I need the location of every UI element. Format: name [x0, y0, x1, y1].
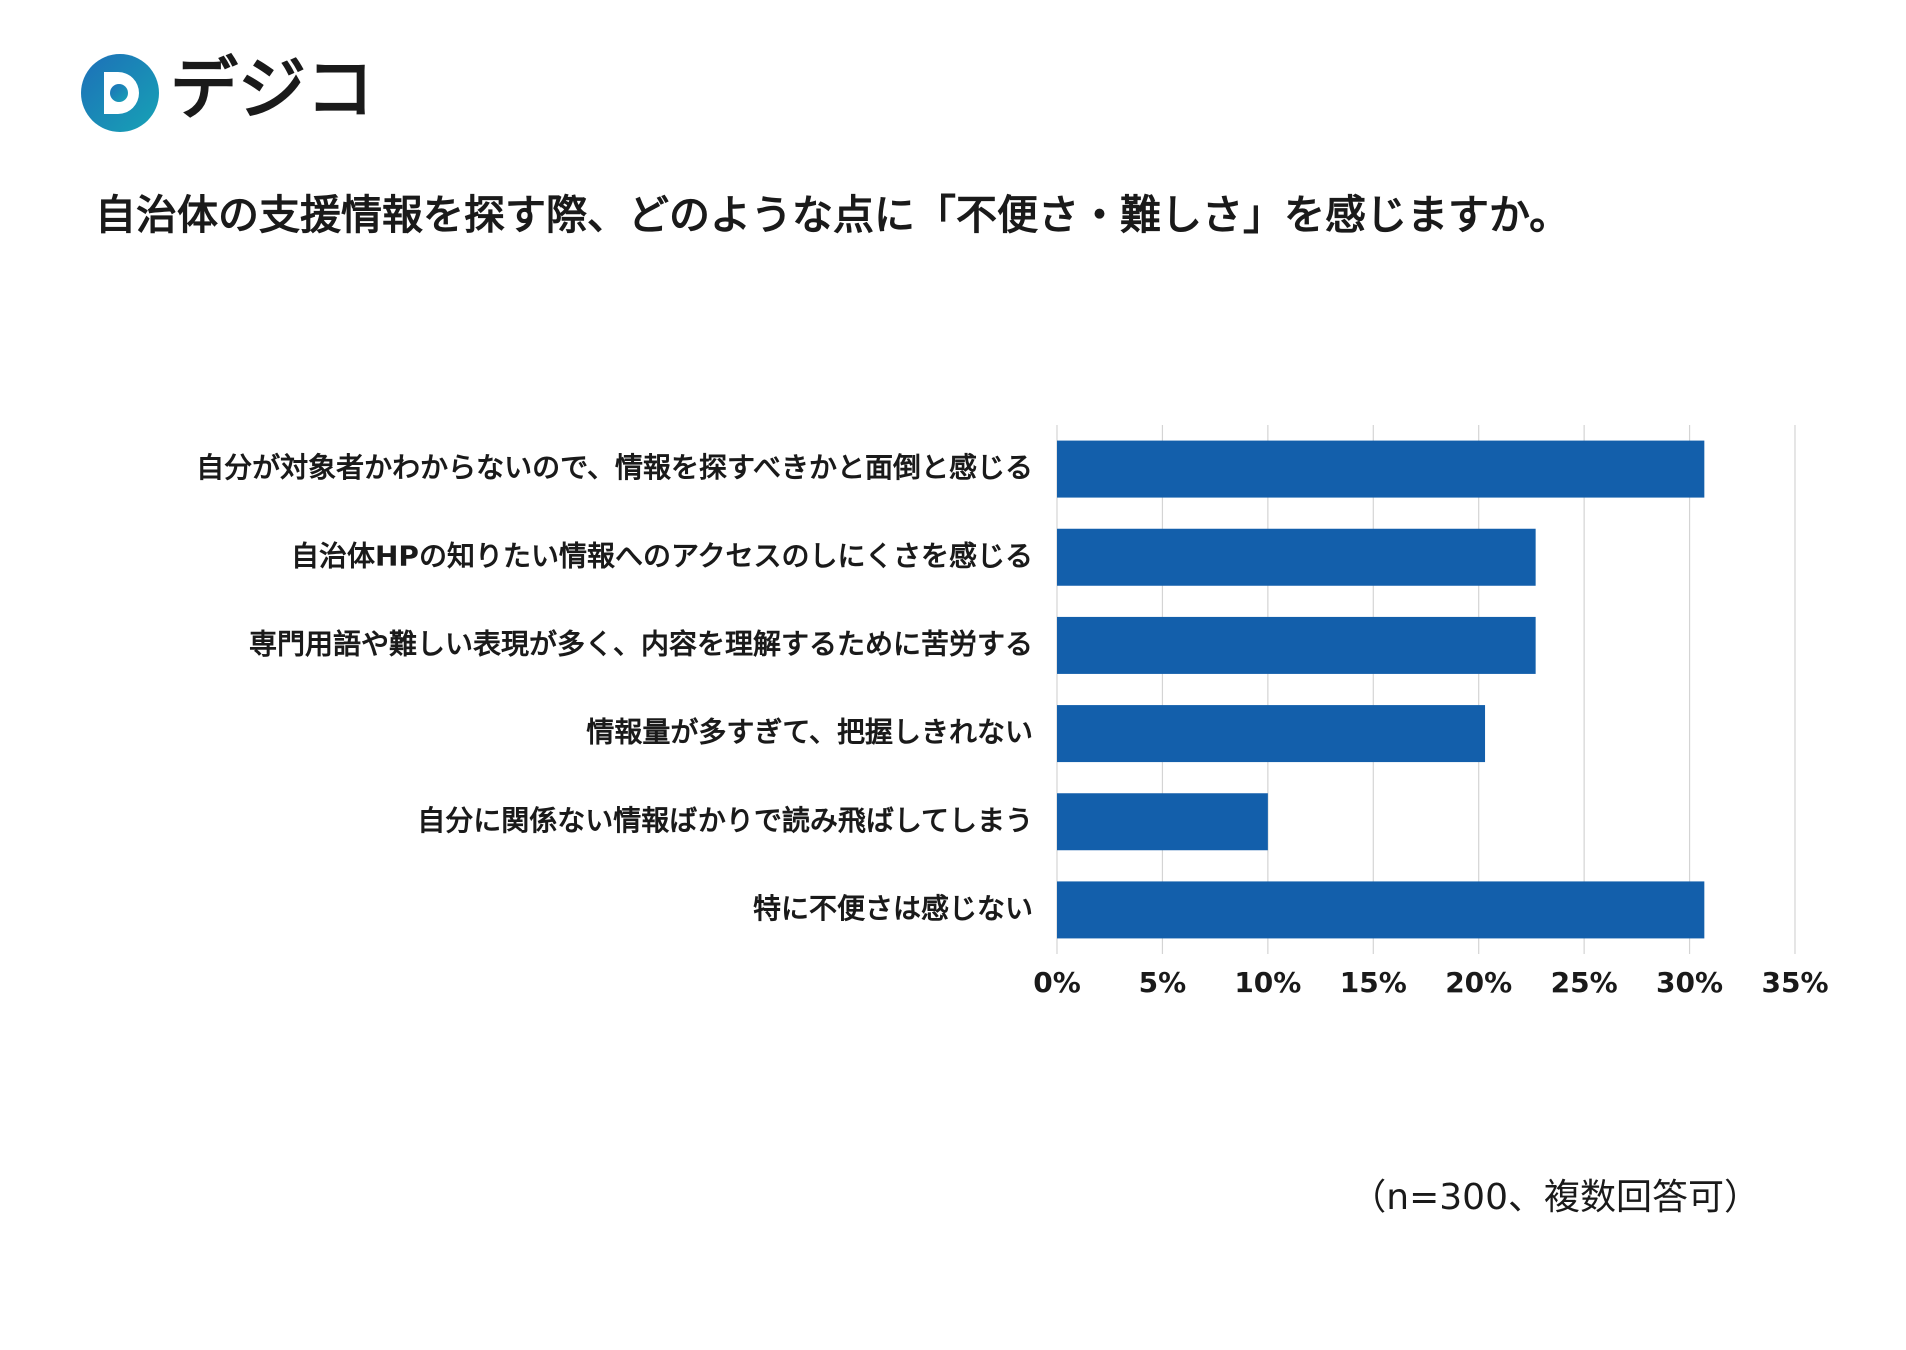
x-tick-label: 35%: [1761, 966, 1828, 999]
y-tick-label: 自分に関係ない情報ばかりで読み飛ばしてしまう: [417, 804, 1033, 837]
bar: [1057, 881, 1705, 939]
chart-title: 自治体の支援情報を探す際、どのような点に「不便さ・難しさ」を感じますか。: [95, 191, 1570, 239]
x-tick-label: 5%: [1139, 966, 1187, 999]
bar: [1057, 616, 1536, 674]
x-tick-label: 20%: [1445, 966, 1512, 999]
x-tick-label: 0%: [1033, 966, 1081, 999]
bar: [1057, 793, 1268, 851]
x-tick-label: 10%: [1234, 966, 1301, 999]
bar: [1057, 440, 1705, 498]
logo-text: デジコ: [170, 51, 374, 130]
bar: [1057, 528, 1536, 586]
bar: [1057, 705, 1486, 763]
x-tick-label: 25%: [1551, 966, 1618, 999]
x-tick-label: 30%: [1656, 966, 1723, 999]
y-tick-label: 専門用語や難しい表現が多く、内容を理解するために苦労する: [249, 627, 1033, 660]
note: （n=300、複数回答可）: [1350, 1177, 1760, 1218]
logo-icon: [81, 54, 159, 132]
y-tick-label: 特に不便さは感じない: [753, 892, 1033, 925]
x-tick-label: 15%: [1340, 966, 1407, 999]
y-tick-label: 自分が対象者かわからないので、情報を探すべきかと面倒と感じる: [196, 451, 1033, 484]
y-tick-label: 情報量が多すぎて、把握しきれない: [586, 716, 1033, 749]
y-tick-label: 自治体HPの知りたい情報へのアクセスのしにくさを感じる: [291, 539, 1033, 572]
